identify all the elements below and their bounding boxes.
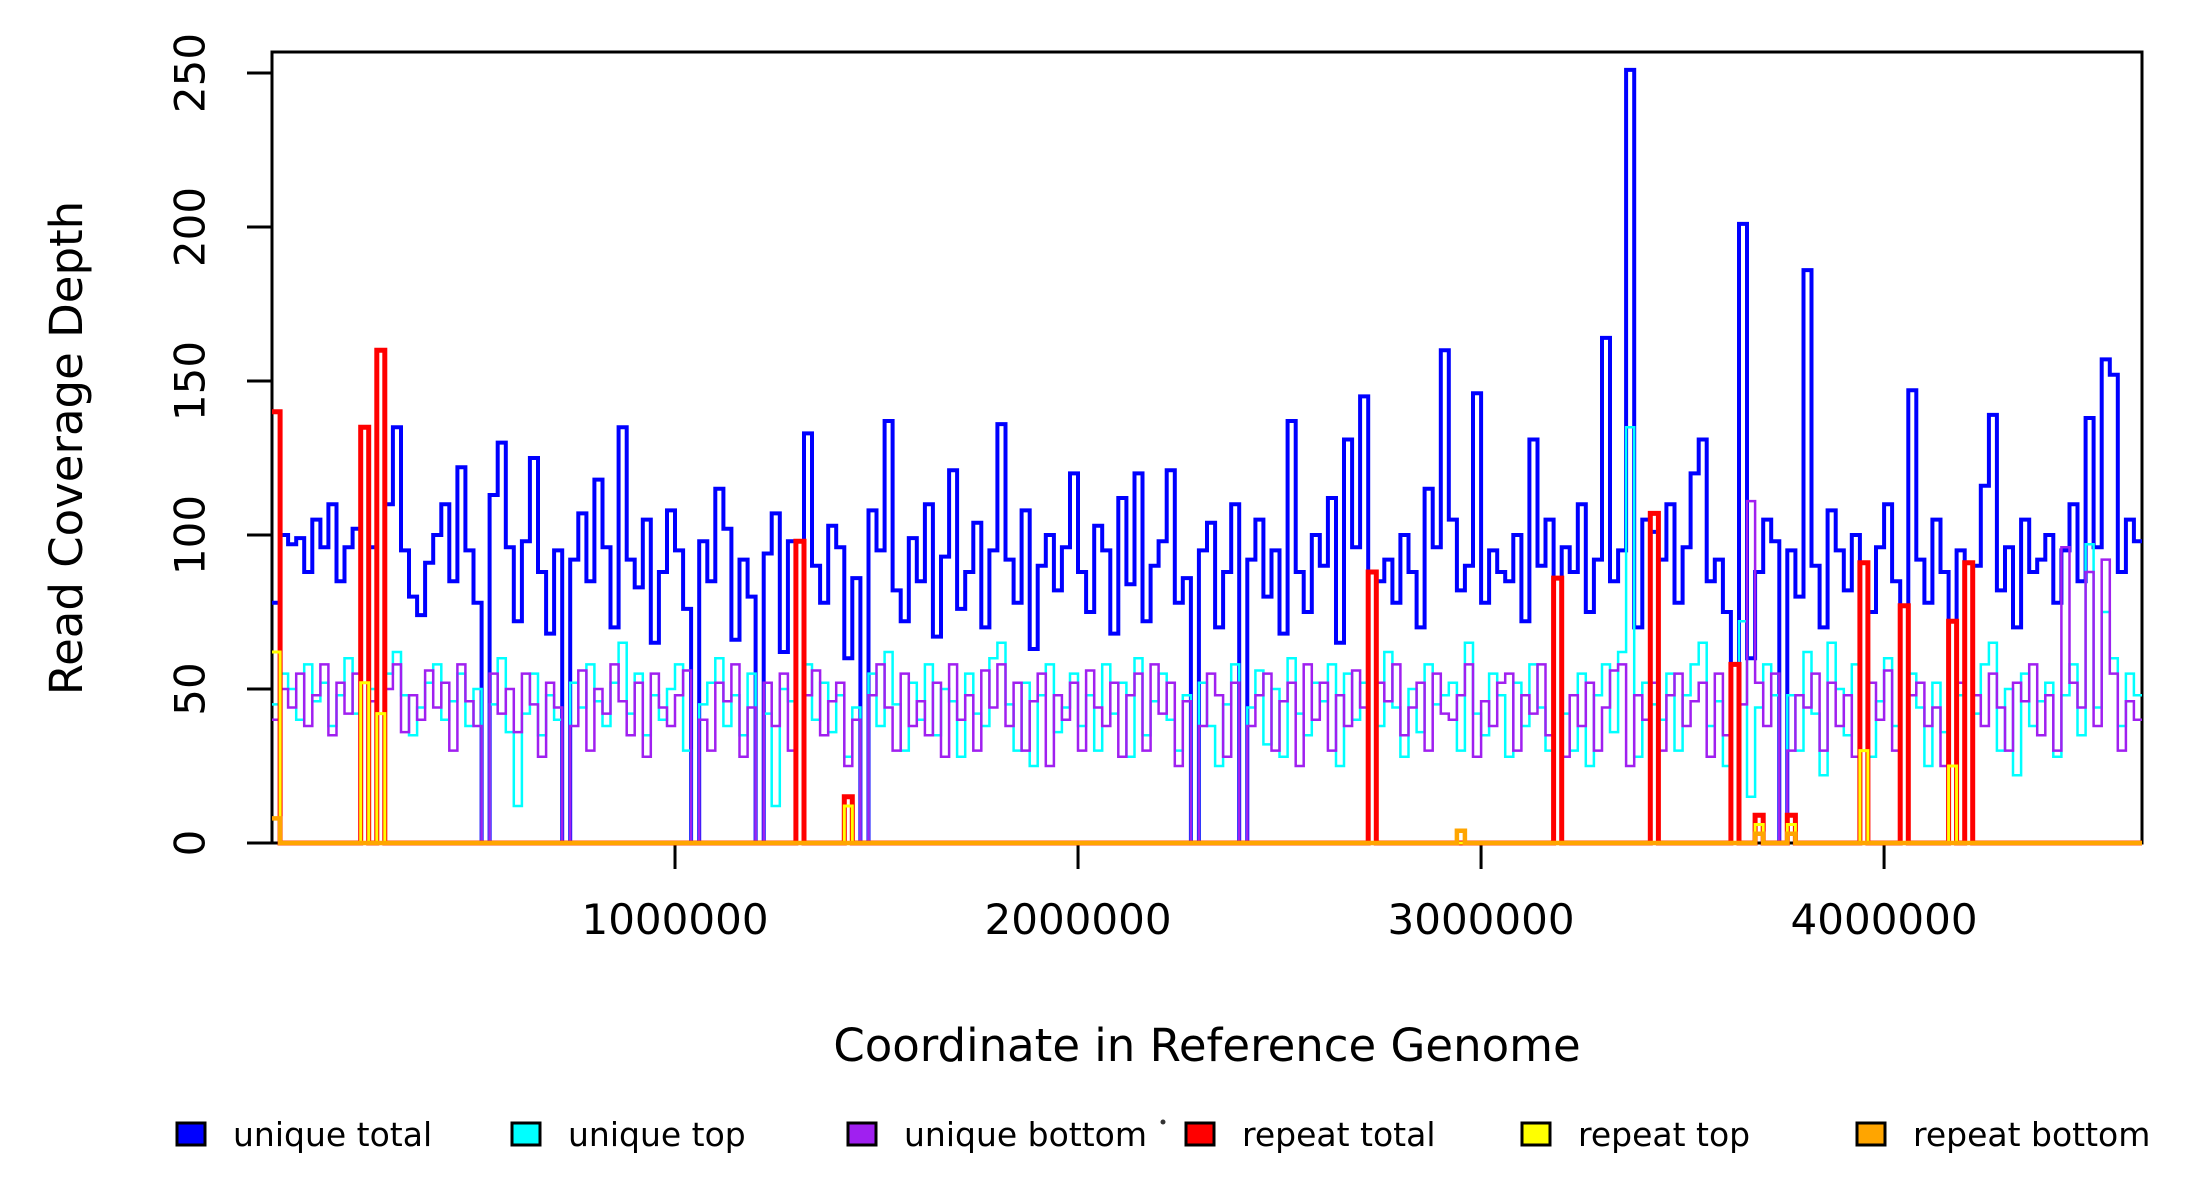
- y-axis-ticks: 0 50 100 150 200 250: [166, 33, 272, 857]
- unique-top-swatch: [510, 1121, 542, 1147]
- legend-item-unique-top: unique top: [510, 1115, 746, 1154]
- x-axis-title: Coordinate in Reference Genome: [833, 1019, 1580, 1072]
- series-path-unique-bottom: [272, 499, 2142, 845]
- y-tick-label: 100: [166, 495, 215, 575]
- legend-item-repeat-bottom: repeat bottom: [1855, 1115, 2150, 1154]
- series-path-repeat-bottom: [272, 816, 2142, 846]
- y-tick-label: 150: [166, 341, 215, 421]
- x-tick-label: 1000000: [581, 895, 768, 944]
- x-axis-ticks: 1000000 2000000 3000000 4000000: [581, 843, 1978, 944]
- stray-mark: [1160, 1119, 1166, 1125]
- legend-label: repeat total: [1242, 1115, 1436, 1154]
- repeat-total-swatch: [1184, 1121, 1216, 1147]
- x-tick-label: 4000000: [1791, 895, 1978, 944]
- unique-bottom-swatch: [846, 1121, 878, 1147]
- repeat-bottom-swatch: [1855, 1121, 1887, 1147]
- legend-label: unique bottom: [904, 1115, 1147, 1154]
- data-series-group: [272, 67, 2142, 846]
- legend-item-repeat-total: repeat total: [1184, 1115, 1436, 1154]
- legend-item-repeat-top: repeat top: [1520, 1115, 1750, 1154]
- legend-label: repeat bottom: [1913, 1115, 2150, 1154]
- x-tick-label: 2000000: [985, 895, 1172, 944]
- series-path-unique-total: [272, 67, 2142, 845]
- legend: unique total unique top unique bottom re…: [175, 1115, 2150, 1154]
- y-tick-label: 0: [166, 830, 215, 857]
- unique-total-swatch: [175, 1121, 207, 1147]
- legend-item-unique-total: unique total: [175, 1115, 432, 1154]
- legend-label: unique top: [568, 1115, 746, 1154]
- x-tick-label: 3000000: [1388, 895, 1575, 944]
- legend-label: repeat top: [1578, 1115, 1750, 1154]
- legend-item-unique-bottom: unique bottom: [846, 1115, 1147, 1154]
- y-tick-label: 250: [166, 33, 215, 113]
- y-axis-title: Read Coverage Depth: [40, 201, 93, 695]
- y-tick-label: 50: [166, 662, 215, 715]
- legend-label: unique total: [233, 1115, 432, 1154]
- y-tick-label: 200: [166, 187, 215, 267]
- repeat-top-swatch: [1520, 1121, 1552, 1147]
